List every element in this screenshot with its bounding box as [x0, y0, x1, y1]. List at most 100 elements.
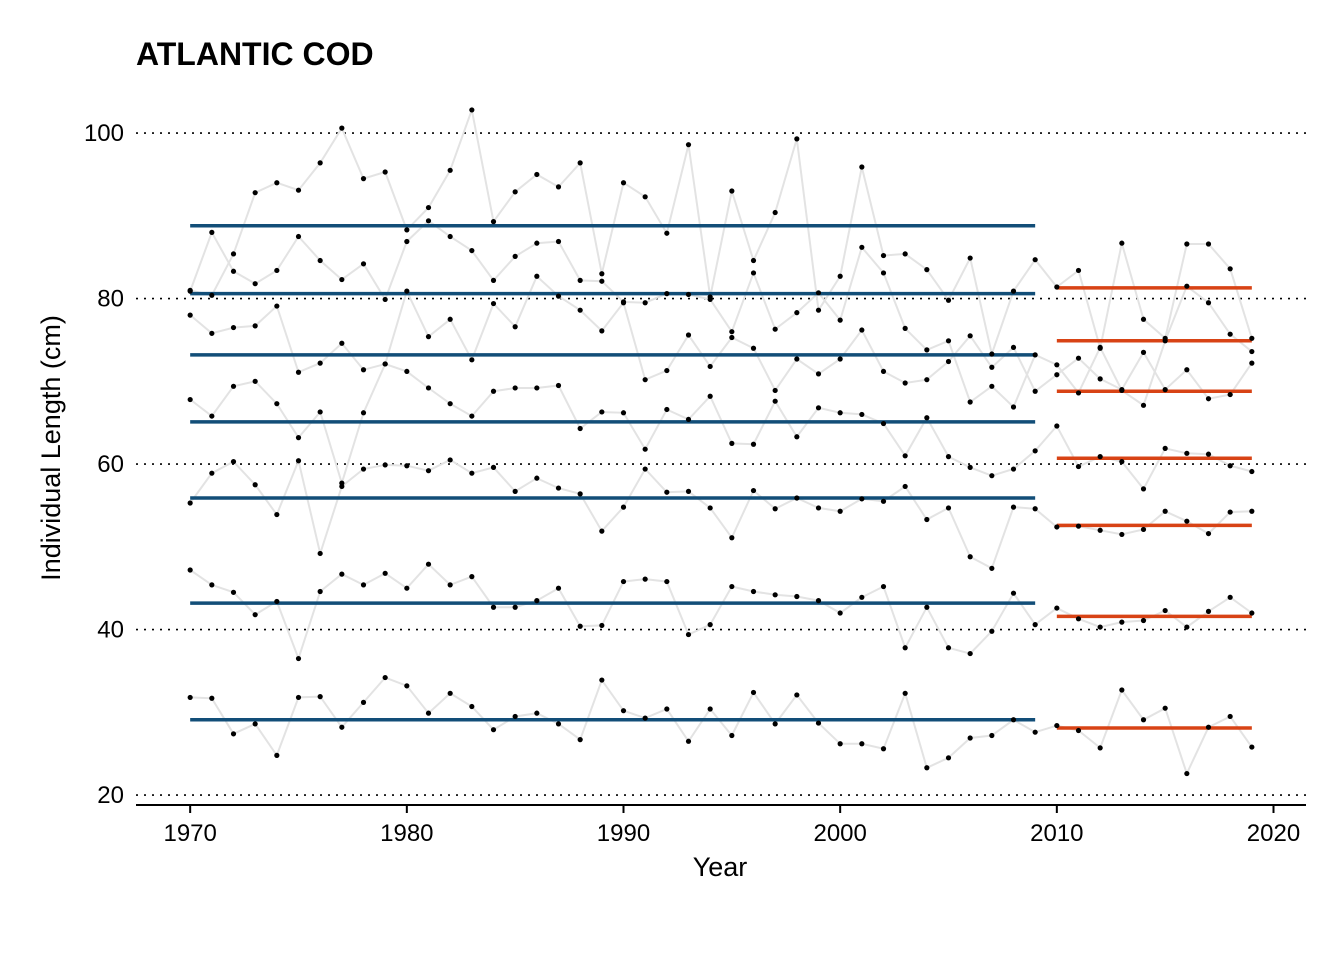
data-point	[1054, 423, 1060, 429]
data-point	[664, 489, 670, 495]
data-point	[837, 508, 843, 514]
data-point	[750, 689, 757, 696]
data-point	[382, 674, 388, 681]
data-point	[447, 316, 453, 322]
data-point	[382, 296, 388, 303]
data-point	[1010, 466, 1017, 472]
data-point	[1010, 590, 1017, 596]
data-point	[469, 357, 475, 363]
data-point	[1227, 266, 1233, 272]
y-tick-label: 60	[97, 451, 124, 478]
data-point	[230, 383, 237, 389]
data-point	[815, 598, 822, 604]
data-point	[209, 292, 215, 298]
data-point	[750, 441, 757, 447]
data-point	[1010, 344, 1017, 351]
data-point	[685, 488, 692, 494]
data-point	[620, 578, 627, 585]
data-point	[664, 406, 670, 413]
data-point	[1032, 729, 1038, 735]
data-point	[1205, 300, 1212, 306]
data-point	[1010, 504, 1017, 510]
data-point	[815, 371, 822, 377]
series-line-6	[189, 219, 1253, 409]
data-point	[339, 125, 345, 131]
data-point	[404, 227, 410, 233]
data-point	[1054, 284, 1060, 290]
data-point	[620, 708, 627, 714]
data-point	[1249, 348, 1255, 355]
data-point	[447, 401, 453, 407]
data-point	[1249, 744, 1255, 750]
data-point	[469, 247, 475, 254]
data-point	[989, 732, 995, 739]
data-point	[490, 727, 497, 733]
data-point	[1205, 451, 1212, 457]
data-point	[447, 690, 453, 696]
data-point	[1140, 402, 1147, 408]
data-point	[360, 410, 367, 416]
data-point	[1119, 240, 1125, 246]
data-point	[577, 277, 583, 283]
data-point	[252, 190, 258, 196]
data-point	[404, 585, 410, 591]
data-point	[989, 565, 995, 571]
data-point	[1032, 388, 1038, 394]
data-point	[642, 715, 648, 721]
data-point	[555, 585, 562, 591]
data-point	[945, 505, 952, 511]
data-point	[209, 695, 215, 701]
data-point	[360, 367, 367, 373]
data-point	[512, 189, 518, 195]
data-point	[707, 294, 713, 300]
data-point	[490, 464, 497, 470]
data-point	[360, 261, 367, 267]
data-point	[1032, 622, 1038, 628]
x-tick-label: 1990	[597, 820, 650, 847]
data-point	[274, 511, 280, 518]
data-point	[469, 703, 475, 710]
data-point	[945, 755, 952, 761]
data-point	[924, 347, 930, 353]
data-point	[902, 690, 908, 696]
data-point	[555, 485, 562, 491]
data-point	[1140, 717, 1147, 723]
data-point	[1010, 288, 1017, 294]
data-point	[360, 176, 367, 182]
data-point	[490, 300, 497, 307]
data-point	[989, 473, 995, 479]
data-point	[295, 435, 302, 441]
data-point	[209, 413, 215, 419]
x-axis-title: Year	[693, 852, 748, 882]
x-tick-label: 2020	[1247, 820, 1300, 847]
data-point	[880, 252, 887, 259]
data-point	[274, 401, 280, 407]
data-point	[534, 475, 540, 481]
data-point	[534, 710, 540, 716]
data-point	[664, 578, 670, 585]
data-point	[1097, 624, 1103, 630]
data-point	[382, 462, 388, 468]
data-point	[577, 737, 583, 743]
data-point	[772, 387, 778, 394]
data-point	[1227, 391, 1233, 398]
data-point	[772, 326, 778, 332]
data-point	[772, 721, 778, 727]
data-point	[772, 592, 778, 598]
data-point	[599, 271, 605, 277]
data-point	[534, 598, 540, 604]
data-point	[815, 290, 822, 296]
data-point	[295, 369, 302, 375]
data-point	[924, 516, 930, 523]
x-tick-label: 2010	[1030, 820, 1083, 847]
data-point	[707, 363, 713, 370]
data-point	[989, 364, 995, 370]
data-point	[404, 288, 410, 294]
data-point	[685, 416, 692, 423]
data-point	[729, 535, 735, 541]
data-point	[252, 378, 258, 384]
data-point	[1032, 448, 1038, 454]
data-point	[707, 505, 713, 511]
y-tick-label: 100	[84, 120, 124, 147]
